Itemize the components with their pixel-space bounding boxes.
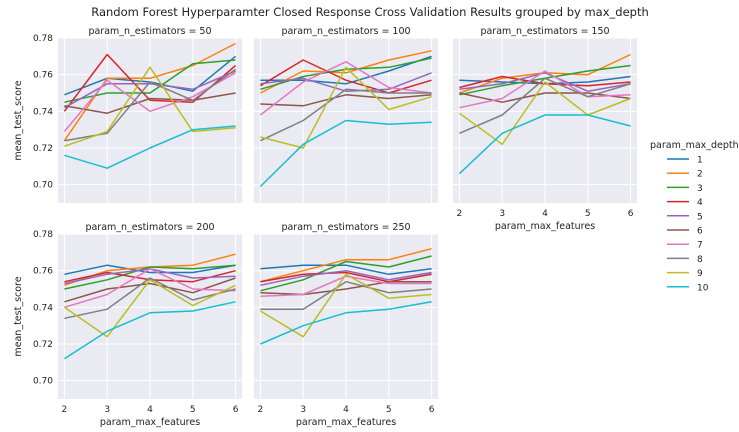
series-line-5 <box>459 72 631 92</box>
series-line-7 <box>64 268 236 309</box>
y-tick-label: 0.74 <box>33 107 53 117</box>
x-axis-label: param_max_features <box>100 417 200 428</box>
x-tick-label: 4 <box>542 209 548 219</box>
series-line-5 <box>64 70 236 109</box>
x-tick-label: 3 <box>499 209 505 219</box>
panel-2: param_n_estimators = 100 <box>254 26 438 203</box>
x-tick-label: 6 <box>233 405 239 415</box>
series-line-5 <box>260 269 432 287</box>
panel-title: param_n_estimators = 200 <box>85 222 214 233</box>
x-axis-label: param_max_features <box>296 417 396 428</box>
panel-title: param_n_estimators = 250 <box>281 222 410 233</box>
series-line-6 <box>260 280 432 296</box>
series-line-9 <box>64 66 236 147</box>
legend-label-4: 4 <box>697 198 703 208</box>
panel-1: param_n_estimators = 50 0.70 0.72 0.74 0.76 0… <box>13 26 242 203</box>
x-tick-label: 4 <box>147 405 153 415</box>
legend: param_max_depth 1 2 3 4 5 6 7 8 9 10 <box>650 140 739 293</box>
x-tick-label: 2 <box>457 209 463 219</box>
legend-label-5: 5 <box>697 212 703 222</box>
series-line-6 <box>459 92 631 103</box>
series-line-6 <box>64 277 236 303</box>
y-tick-label: 0.70 <box>33 181 53 191</box>
y-tick-label: 0.74 <box>33 303 53 313</box>
legend-title: param_max_depth <box>650 140 739 151</box>
x-tick-label: 5 <box>585 209 591 219</box>
series-line-8 <box>260 280 432 310</box>
series-line-9 <box>260 66 432 149</box>
series-line-3 <box>64 264 236 290</box>
legend-label-2: 2 <box>697 170 703 180</box>
legend-label-1: 1 <box>697 156 703 166</box>
y-axis-label: mean_test_score <box>13 276 24 356</box>
chart-title: Random Forest Hyperparamter Closed Respo… <box>91 5 649 19</box>
panel-title: param_n_estimators = 50 <box>88 26 211 37</box>
series-line-6 <box>64 92 236 114</box>
panel-title: param_n_estimators = 150 <box>480 26 609 37</box>
x-tick-label: 3 <box>104 405 110 415</box>
series-line-10 <box>458 114 631 175</box>
series-line-9 <box>63 279 236 338</box>
y-tick-label: 0.72 <box>33 340 53 350</box>
y-axis-label: mean_test_score <box>13 80 24 160</box>
series-line-8 <box>260 88 432 142</box>
series-line-10 <box>64 125 236 169</box>
x-tick-label: 5 <box>386 405 392 415</box>
series-line-9 <box>260 273 432 338</box>
series-line-10 <box>259 119 432 188</box>
series-line-10 <box>63 301 236 360</box>
series-line-2 <box>260 50 432 94</box>
x-tick-label: 2 <box>62 405 68 415</box>
legend-label-7: 7 <box>697 241 703 251</box>
y-tick-label: 0.78 <box>33 34 53 44</box>
series-line-2 <box>63 42 236 142</box>
panel-5: param_n_estimators = 250 2 3 4 5 6 param_max_f… <box>254 222 438 428</box>
y-tick-label: 0.78 <box>33 230 53 240</box>
y-tick-label: 0.76 <box>33 71 53 81</box>
x-tick-label: 3 <box>300 405 306 415</box>
series-line-3 <box>64 59 236 103</box>
series-line-1 <box>64 264 236 276</box>
legend-label-10: 10 <box>697 283 709 293</box>
legend-label-9: 9 <box>697 269 703 279</box>
series-line-7 <box>63 72 236 132</box>
legend-label-8: 8 <box>697 255 703 265</box>
series-line-8 <box>459 77 631 134</box>
panel-4: param_n_estimators = 200 0.70 0.72 0.74 0.76… <box>13 222 242 428</box>
panel-3: param_n_estimators = 150 2 3 4 5 6 param_max_f… <box>453 26 637 232</box>
series-line-10 <box>260 301 432 345</box>
series-line-6 <box>260 94 432 107</box>
series-line-7 <box>259 61 432 116</box>
x-tick-label: 4 <box>343 405 349 415</box>
x-tick-label: 2 <box>258 405 264 415</box>
x-tick-label: 5 <box>190 405 196 415</box>
series-line-8 <box>64 277 236 320</box>
series-line-3 <box>260 255 432 292</box>
legend-label-6: 6 <box>697 227 703 237</box>
y-tick-label: 0.76 <box>33 267 53 277</box>
x-tick-label: 6 <box>628 209 634 219</box>
series-line-2 <box>260 247 432 283</box>
series-line-1 <box>260 264 432 276</box>
y-tick-label: 0.72 <box>33 144 53 154</box>
y-tick-label: 0.70 <box>33 377 53 387</box>
series-line-7 <box>260 275 432 298</box>
series-line-4 <box>459 75 631 89</box>
x-tick-label: 6 <box>429 405 435 415</box>
panel-title: param_n_estimators = 100 <box>281 26 410 37</box>
series-line-4 <box>260 271 432 283</box>
panels: param_n_estimators = 50 0.70 0.72 0.74 0.76 0… <box>13 26 637 428</box>
x-axis-label: param_max_features <box>495 221 595 232</box>
legend-label-3: 3 <box>697 184 703 194</box>
series-line-7 <box>459 70 631 109</box>
series-line-5 <box>260 72 432 92</box>
series-line-9 <box>458 81 631 146</box>
